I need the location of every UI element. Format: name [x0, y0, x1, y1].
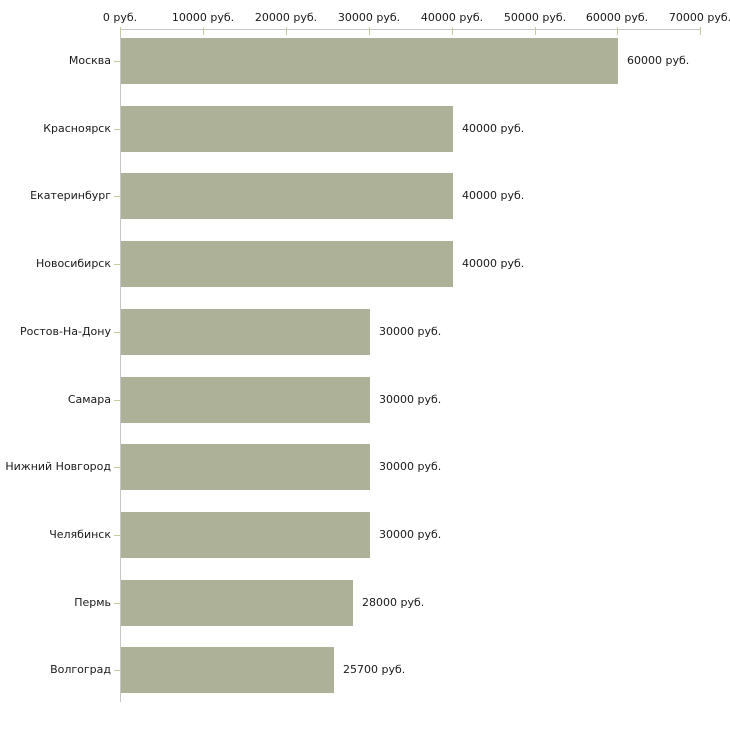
category-label: Красноярск [43, 122, 111, 135]
bar [121, 241, 453, 287]
x-axis-tick-label: 60000 руб. [585, 11, 649, 24]
bar [121, 580, 353, 626]
x-axis-tick-label: 20000 руб. [254, 11, 318, 24]
category-label: Челябинск [49, 528, 111, 541]
category-tick [114, 467, 120, 468]
y-axis-line [120, 29, 121, 702]
category-tick [114, 196, 120, 197]
x-axis-tick [203, 27, 204, 35]
category-label: Новосибирск [35, 257, 111, 270]
bar [121, 38, 618, 84]
category-label: Москва [68, 54, 111, 67]
category-label: Нижний Новгород [5, 460, 111, 473]
x-axis-tick [286, 27, 287, 35]
category-tick [114, 535, 120, 536]
x-axis-tick-label: 50000 руб. [503, 11, 567, 24]
bar [121, 647, 334, 693]
x-axis-tick-label: 30000 руб. [337, 11, 401, 24]
category-tick [114, 670, 120, 671]
category-label: Ростов-На-Дону [19, 325, 111, 338]
x-axis-tick [700, 27, 701, 35]
value-label: 40000 руб. [462, 189, 525, 202]
x-axis-tick [535, 27, 536, 35]
value-label: 30000 руб. [379, 393, 442, 406]
value-label: 60000 руб. [627, 54, 690, 67]
bar [121, 512, 370, 558]
x-axis-tick [452, 27, 453, 35]
x-axis-tick [617, 27, 618, 35]
bar [121, 106, 453, 152]
bar [121, 173, 453, 219]
x-axis-tick-label: 40000 руб. [420, 11, 484, 24]
x-axis-tick-label: 10000 руб. [171, 11, 235, 24]
category-tick [114, 61, 120, 62]
x-axis-tick-label: 70000 руб. [668, 11, 730, 24]
x-axis-tick [120, 27, 121, 35]
value-label: 28000 руб. [362, 596, 425, 609]
bar [121, 309, 370, 355]
x-axis-line [120, 29, 701, 30]
category-label: Самара [67, 393, 111, 406]
x-axis-tick-label: 0 руб. [102, 11, 138, 24]
value-label: 25700 руб. [343, 663, 406, 676]
category-tick [114, 603, 120, 604]
category-tick [114, 332, 120, 333]
bar [121, 377, 370, 423]
value-label: 30000 руб. [379, 528, 442, 541]
category-tick [114, 129, 120, 130]
value-label: 40000 руб. [462, 122, 525, 135]
x-axis-tick [369, 27, 370, 35]
category-tick [114, 264, 120, 265]
category-tick [114, 400, 120, 401]
category-label: Екатеринбург [30, 189, 111, 202]
category-label: Пермь [74, 596, 111, 609]
value-label: 30000 руб. [379, 460, 442, 473]
bar [121, 444, 370, 490]
category-label: Волгоград [50, 663, 111, 676]
value-label: 40000 руб. [462, 257, 525, 270]
value-label: 30000 руб. [379, 325, 442, 338]
